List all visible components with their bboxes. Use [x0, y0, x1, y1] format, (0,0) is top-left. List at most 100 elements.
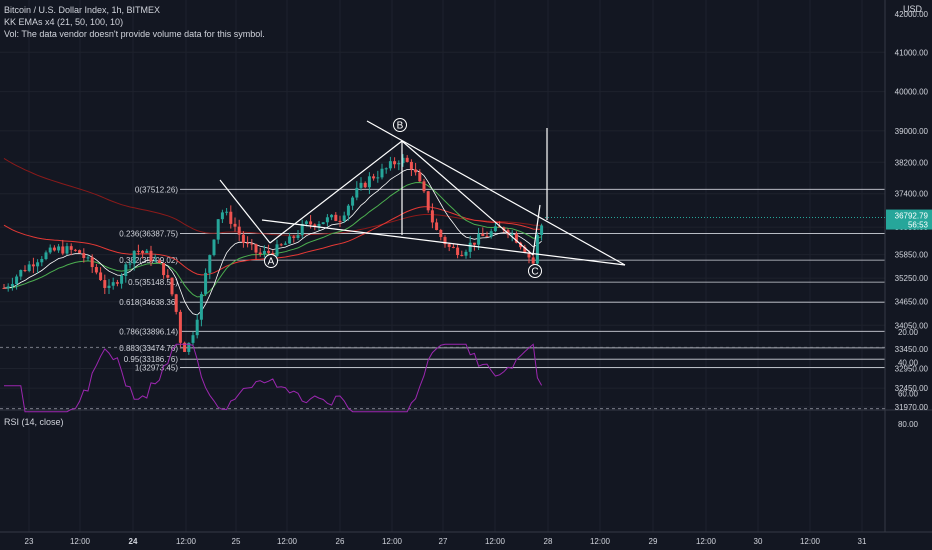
candle-body	[464, 251, 468, 256]
candle-body	[502, 227, 506, 231]
volume-note: Vol: The data vendor doesn't provide vol…	[4, 29, 265, 39]
candle-body	[73, 249, 77, 251]
candle-body	[317, 224, 321, 227]
candle-body	[136, 250, 140, 252]
axis-borders	[0, 0, 932, 533]
candle-body	[313, 224, 317, 227]
symbol-title[interactable]: Bitcoin / U.S. Dollar Index, 1h, BITMEX	[4, 5, 161, 15]
candle-body	[2, 287, 6, 289]
time-tick-label: 12:00	[696, 537, 717, 546]
candle-body	[275, 244, 279, 256]
candle-body	[535, 234, 539, 264]
grid-lines	[0, 0, 885, 532]
candle-body	[439, 229, 443, 238]
fib-level-label: 0(37512.26)	[135, 185, 178, 194]
candle-body	[149, 250, 153, 262]
time-tick-label: 23	[25, 537, 34, 546]
candle-body	[288, 236, 292, 244]
candle-body	[409, 161, 413, 170]
price-axis[interactable]: 41000.00 40000.00 39000.00 38200.00 37400.00…	[545, 10, 932, 412]
currency-label: USD	[902, 4, 922, 14]
fib-level-label: 0.236(36387.75)	[119, 229, 178, 238]
candle-body	[44, 252, 48, 260]
candle-body	[204, 272, 208, 295]
candle-body	[225, 211, 229, 213]
candle-body	[174, 294, 178, 312]
time-tick-label: 12:00	[277, 537, 298, 546]
candle-body	[40, 259, 44, 263]
price-tick-label: 35850.00	[895, 251, 929, 260]
price-tick-label: 39000.00	[895, 127, 929, 136]
candle-body	[10, 284, 14, 287]
candle-body	[498, 226, 502, 228]
price-tick-label: 37400.00	[895, 190, 929, 199]
pattern-point-marker	[528, 264, 542, 278]
candle-body	[94, 267, 98, 273]
rsi-pane[interactable]: 80.00 60.00 40.00 20.00	[0, 328, 919, 429]
candle-body	[384, 168, 388, 170]
price-tick-label: 31970.00	[895, 403, 929, 412]
candle-body	[334, 214, 338, 221]
time-axis[interactable]: 23 12:00 24 12:00 25 12:00 26 12:00 27 12:00 28 12:…	[25, 537, 867, 546]
candle-body	[258, 252, 262, 254]
time-tick-label: 12:00	[485, 537, 506, 546]
time-tick-label: 28	[544, 537, 553, 546]
candle-body	[111, 282, 115, 286]
candle-body	[426, 191, 430, 211]
indicator-label[interactable]: KK EMAs x4 (21, 50, 100, 10)	[4, 17, 124, 27]
candle-body	[346, 205, 350, 216]
candle-body	[321, 222, 325, 225]
candle-body	[267, 250, 271, 253]
candle-body	[208, 255, 212, 273]
candle-body	[283, 243, 287, 245]
candle-body	[162, 263, 166, 276]
ema-21-line	[3, 181, 542, 298]
candle-body	[229, 211, 233, 224]
fib-level-label: 0.618(34638.36)	[119, 298, 178, 307]
fibonacci-retracement[interactable]: 0(37512.26)0.236(36387.75)0.382(35709.02…	[119, 185, 885, 373]
candle-body	[191, 335, 195, 343]
candle-body	[27, 264, 31, 272]
trendline	[532, 204, 541, 256]
candle-body	[90, 257, 94, 268]
price-tick-label: 35250.00	[895, 274, 929, 283]
candle-body	[145, 250, 149, 253]
candle-body	[477, 233, 481, 245]
candle-body	[6, 286, 10, 289]
candle-body	[342, 215, 346, 222]
candle-body	[36, 262, 40, 267]
price-tick-label: 38200.00	[895, 158, 929, 167]
time-tick-label: 12:00	[70, 537, 91, 546]
price-tick-label: 42000.00	[895, 10, 929, 19]
rsi-tick-label: 60.00	[898, 389, 919, 398]
candle-body	[195, 319, 199, 336]
bar-countdown: 56:53	[908, 221, 929, 230]
candle-body	[23, 270, 27, 272]
time-tick-label: 26	[336, 537, 345, 546]
candle-body	[472, 242, 476, 245]
pattern-point-marker	[264, 254, 278, 268]
candle-body	[233, 223, 237, 227]
candle-body	[422, 181, 426, 192]
candle-body	[430, 210, 434, 223]
candle-body	[489, 231, 493, 237]
candle-body	[435, 222, 439, 230]
candle-body	[456, 247, 460, 256]
candle-body	[99, 272, 103, 281]
candle-body	[296, 235, 300, 238]
candle-body	[128, 263, 132, 265]
candle-body	[359, 182, 363, 188]
pattern-drawings[interactable]: A B C	[219, 118, 626, 278]
pattern-point-label: A	[268, 257, 275, 268]
rsi-tick-label: 20.00	[898, 328, 919, 337]
candle-body	[19, 270, 23, 277]
rsi-title[interactable]: RSI (14, close)	[4, 417, 64, 427]
candle-body	[279, 244, 283, 246]
time-tick-label: 12:00	[176, 537, 197, 546]
chart-legend: Bitcoin / U.S. Dollar Index, 1h, BITMEX …	[4, 4, 265, 40]
candle-body	[69, 246, 73, 250]
candle-body	[401, 157, 405, 164]
candle-body	[414, 169, 418, 173]
candle-body	[493, 226, 497, 232]
